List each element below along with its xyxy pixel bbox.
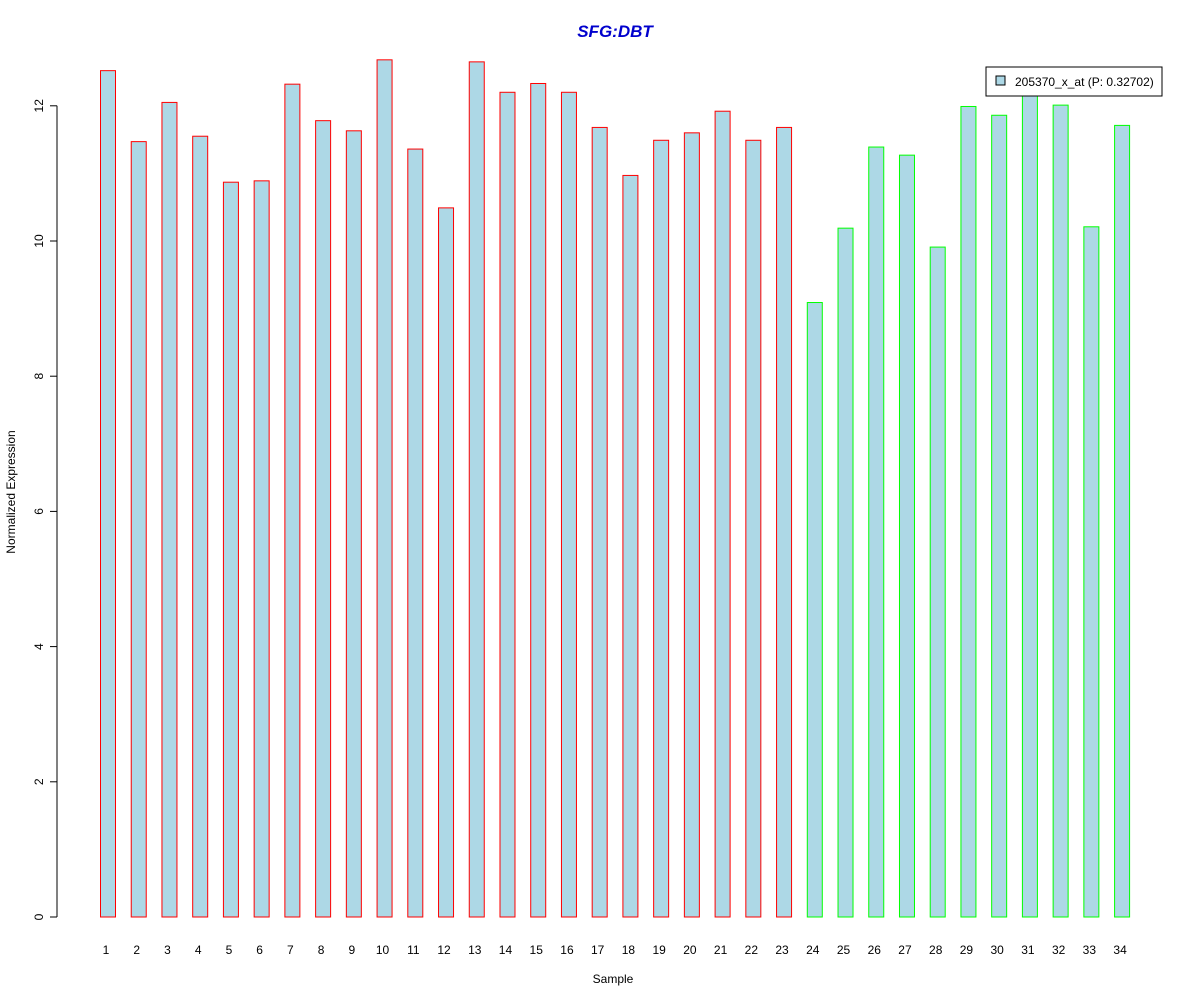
bar-sample-27 (898, 154, 915, 918)
x-tick-label: 26 (868, 943, 882, 957)
x-tick-label: 32 (1052, 943, 1066, 957)
bar-sample-17 (591, 126, 608, 918)
bar-sample-10 (376, 59, 393, 918)
x-tick-label: 14 (499, 943, 513, 957)
y-axis-label: Normalized Expression (4, 430, 18, 553)
chart-title: SFG:DBT (577, 22, 654, 41)
x-tick-label: 2 (133, 943, 140, 957)
bar-sample-26 (868, 146, 885, 918)
bars (100, 59, 1131, 918)
bar-sample-3 (161, 101, 178, 918)
x-tick-label: 31 (1021, 943, 1035, 957)
x-tick-label: 18 (622, 943, 636, 957)
bar-sample-28 (929, 246, 946, 918)
y-tick-label: 0 (32, 913, 46, 920)
x-tick-label: 34 (1113, 943, 1127, 957)
y-tick-label: 6 (32, 508, 46, 515)
bar-sample-21 (714, 110, 731, 918)
x-tick-label: 5 (226, 943, 233, 957)
bar-sample-1 (100, 70, 116, 918)
bar-sample-23 (776, 126, 793, 918)
bar-sample-30 (991, 114, 1008, 918)
bar-sample-31 (1021, 93, 1038, 918)
x-tick-label: 10 (376, 943, 390, 957)
bar-sample-2 (130, 141, 147, 918)
bar-sample-6 (253, 180, 270, 918)
x-tick-label: 16 (560, 943, 574, 957)
x-tick-label: 1 (103, 943, 110, 957)
bar-sample-20 (683, 132, 700, 918)
bar-sample-22 (745, 139, 762, 918)
legend: 205370_x_at (P: 0.32702) (985, 66, 1163, 97)
y-tick-label: 12 (32, 99, 46, 113)
legend-label: 205370_x_at (P: 0.32702) (1015, 75, 1154, 89)
x-tick-label: 6 (256, 943, 263, 957)
x-tick-label: 17 (591, 943, 605, 957)
bar-sample-32 (1052, 104, 1069, 918)
bar-sample-34 (1114, 124, 1131, 918)
x-tick-label: 15 (530, 943, 544, 957)
bar-sample-12 (438, 207, 455, 918)
bar-sample-13 (468, 61, 485, 918)
y-axis: 0 2 4 6 8 10 12 (32, 99, 58, 920)
x-tick-label: 4 (195, 943, 202, 957)
y-tick-label: 10 (32, 234, 46, 248)
bar-sample-16 (560, 91, 577, 918)
x-tick-label: 27 (898, 943, 912, 957)
bar-sample-25 (837, 227, 854, 918)
x-tick-label: 13 (468, 943, 482, 957)
x-tick-label: 19 (652, 943, 666, 957)
bar-sample-24 (806, 302, 823, 918)
y-tick-label: 2 (32, 778, 46, 785)
bar-sample-19 (653, 139, 670, 918)
legend-box (985, 66, 1163, 97)
y-tick-label: 8 (32, 373, 46, 380)
bar-sample-4 (192, 135, 209, 918)
x-tick-label: 12 (437, 943, 451, 957)
bar-sample-15 (530, 82, 547, 918)
x-tick-label: 9 (348, 943, 355, 957)
x-tick-label: 24 (806, 943, 820, 957)
x-tick-label: 29 (960, 943, 974, 957)
x-axis-label: Sample (593, 972, 634, 986)
x-tick-label: 25 (837, 943, 851, 957)
x-tick-label: 33 (1083, 943, 1097, 957)
bar-sample-29 (960, 105, 977, 918)
bar-sample-8 (315, 120, 332, 918)
x-tick-label: 28 (929, 943, 943, 957)
y-tick-label: 4 (32, 643, 46, 650)
x-tick-label: 30 (990, 943, 1004, 957)
bar-sample-5 (222, 181, 239, 918)
legend-swatch (995, 75, 1006, 86)
x-tick-label: 20 (683, 943, 697, 957)
x-tick-label: 7 (287, 943, 294, 957)
bar-sample-11 (407, 148, 424, 918)
bar-sample-33 (1083, 226, 1100, 918)
x-tick-label: 21 (714, 943, 728, 957)
x-tick-label: 22 (745, 943, 759, 957)
x-tick-label: 3 (164, 943, 171, 957)
bar-sample-7 (284, 83, 301, 918)
x-tick-label: 8 (318, 943, 325, 957)
bar-sample-9 (345, 130, 362, 918)
x-tick-label: 23 (775, 943, 789, 957)
bar-sample-14 (499, 91, 516, 918)
x-tick-label: 11 (407, 943, 420, 957)
x-axis: 1 2 3 4 5 6 7 8 9 10 11 12 13 14 15 16 17 18 19 20 21 22 23 24 2… (103, 943, 1127, 957)
bar-sample-18 (622, 174, 639, 918)
